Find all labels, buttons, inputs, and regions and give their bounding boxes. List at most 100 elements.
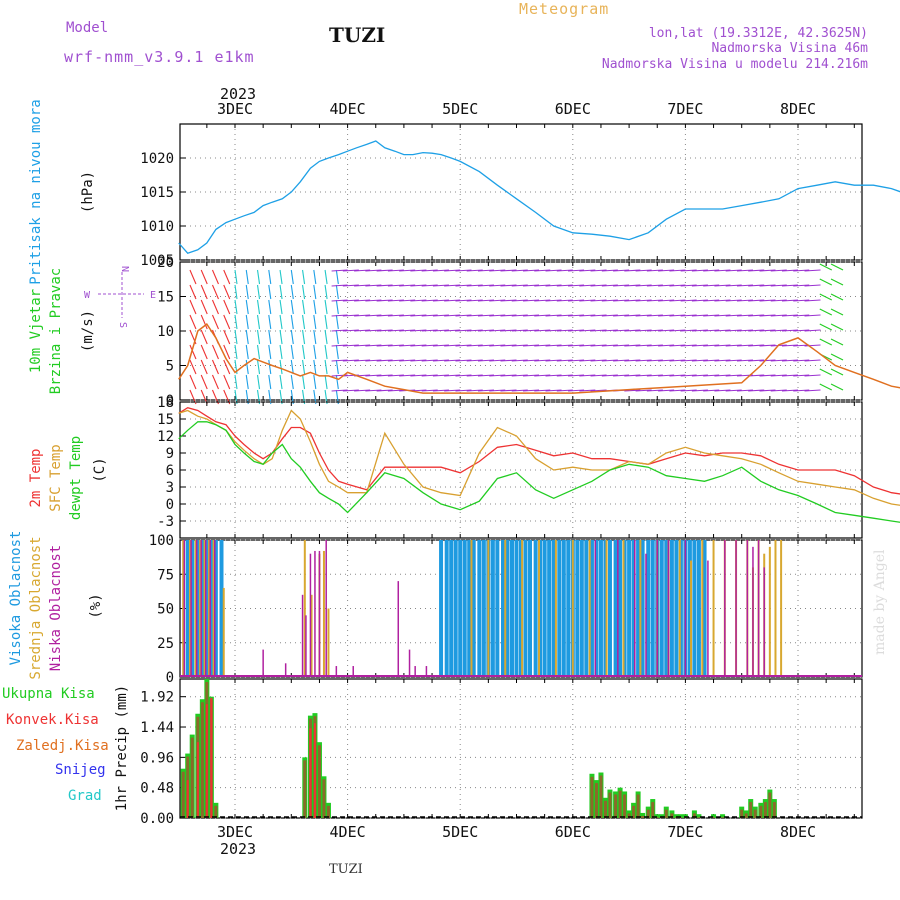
cloud-bar-0 — [449, 540, 454, 677]
wind-barb — [256, 299, 261, 315]
bottom-day-label: 6DEC — [555, 823, 591, 841]
wind-barb — [646, 284, 663, 287]
wind-barb — [256, 359, 261, 375]
wind-barb — [324, 314, 328, 330]
wind-barb — [421, 329, 438, 332]
wind-barb — [331, 299, 348, 302]
wind-barb — [313, 374, 317, 390]
wind-barb — [781, 329, 799, 332]
wind-barb — [421, 314, 438, 317]
wind-barb — [545, 269, 562, 272]
wind-barb — [302, 284, 306, 300]
cloud-bar-1 — [194, 540, 197, 677]
cloud-bar-1 — [678, 540, 681, 677]
wind-barb — [410, 284, 427, 287]
cloud-bar-1 — [701, 540, 704, 677]
precip-inner-bar — [594, 783, 598, 818]
wind-barb — [680, 374, 697, 377]
wind-barb — [669, 344, 686, 347]
wind-barb — [579, 269, 596, 272]
wind-barb — [556, 299, 573, 302]
wind-barb — [703, 374, 720, 377]
wind-barb — [455, 314, 472, 317]
y-tick-label: 1005 — [140, 253, 174, 269]
wind-barb — [759, 344, 776, 347]
wind-barb — [313, 314, 317, 330]
temp-series-line-2 — [178, 421, 900, 523]
wind-barb — [365, 299, 382, 302]
wind-barb — [410, 359, 427, 362]
cloud-bar-2 — [633, 540, 636, 677]
wind-barb — [624, 374, 641, 377]
wind-barb — [444, 344, 461, 347]
wind-barb — [635, 299, 652, 302]
wind-barb — [500, 389, 517, 392]
wind-barb — [646, 374, 663, 377]
wind-barb — [568, 269, 585, 272]
wind-barb — [331, 329, 348, 332]
cloud-bar-2 — [301, 594, 304, 677]
wind-barb — [444, 359, 461, 362]
altitude-label: Nadmorska Visina 46m — [711, 41, 868, 56]
wind-barb — [703, 314, 720, 317]
top-day-label: 7DEC — [667, 100, 703, 118]
wind-barb — [770, 359, 787, 362]
wind-barb — [489, 389, 506, 392]
wind-barb — [804, 269, 821, 272]
cloud-bar-1 — [768, 546, 771, 677]
wind-barb — [432, 314, 449, 317]
wind-barb — [455, 389, 472, 392]
wind-barb — [466, 314, 483, 317]
cloud-bar-0 — [500, 540, 505, 677]
cloud-bar-1 — [303, 540, 306, 677]
wind-barb — [432, 269, 449, 272]
temp-unit-label: (C) — [92, 457, 108, 482]
cloud-bar-0 — [453, 540, 458, 677]
wind-barb — [399, 374, 416, 377]
wind-barb — [556, 374, 573, 377]
wind-barb — [223, 359, 231, 375]
wind-barb — [211, 299, 219, 315]
wind-barb — [781, 359, 799, 362]
wind-barb — [444, 299, 461, 302]
wind-barb — [590, 344, 607, 347]
temp-axis-title-dewpt: dewpt Temp — [68, 436, 84, 520]
wind-barb — [725, 329, 742, 332]
wind-barb — [432, 299, 449, 302]
wind-barb — [365, 389, 382, 392]
wind-barb — [376, 269, 393, 272]
wind-barb — [579, 389, 596, 392]
wind-barb — [331, 284, 348, 287]
wind-barb — [189, 344, 197, 360]
wind-barb — [245, 314, 249, 330]
wind-barb — [714, 299, 731, 302]
precip-inner-bar — [190, 737, 194, 818]
wind-barb — [477, 284, 495, 287]
wind-barb — [223, 284, 231, 300]
wind-barb — [511, 299, 528, 302]
precip-convective-bar — [205, 704, 208, 818]
wind-barb — [354, 344, 371, 347]
precip-legend-label-1: Konvek.Kisa — [6, 712, 99, 728]
wind-barb — [522, 269, 540, 272]
wind-barb — [376, 359, 393, 362]
cloud-bar-2 — [309, 553, 312, 677]
wind-barb — [579, 284, 596, 287]
wind-barb — [354, 269, 371, 272]
wind-barb — [781, 284, 799, 287]
precip-inner-bar — [768, 792, 772, 818]
wind-barb — [658, 329, 675, 332]
wind-axis-title-1: 10m Vjetar — [28, 289, 44, 373]
wind-barb — [399, 284, 416, 287]
precip-total-bar — [696, 814, 702, 818]
cloud-bar-0 — [213, 540, 218, 677]
wind-barb — [804, 389, 821, 392]
cloud-bar-0 — [702, 540, 707, 677]
wind-barb — [256, 284, 261, 300]
wind-barb — [477, 299, 495, 302]
wind-barb — [579, 314, 596, 317]
cloud-bar-1 — [208, 540, 211, 677]
wind-barb — [342, 269, 359, 272]
cloud-bar-1 — [487, 540, 490, 677]
wind-barb — [223, 314, 231, 330]
